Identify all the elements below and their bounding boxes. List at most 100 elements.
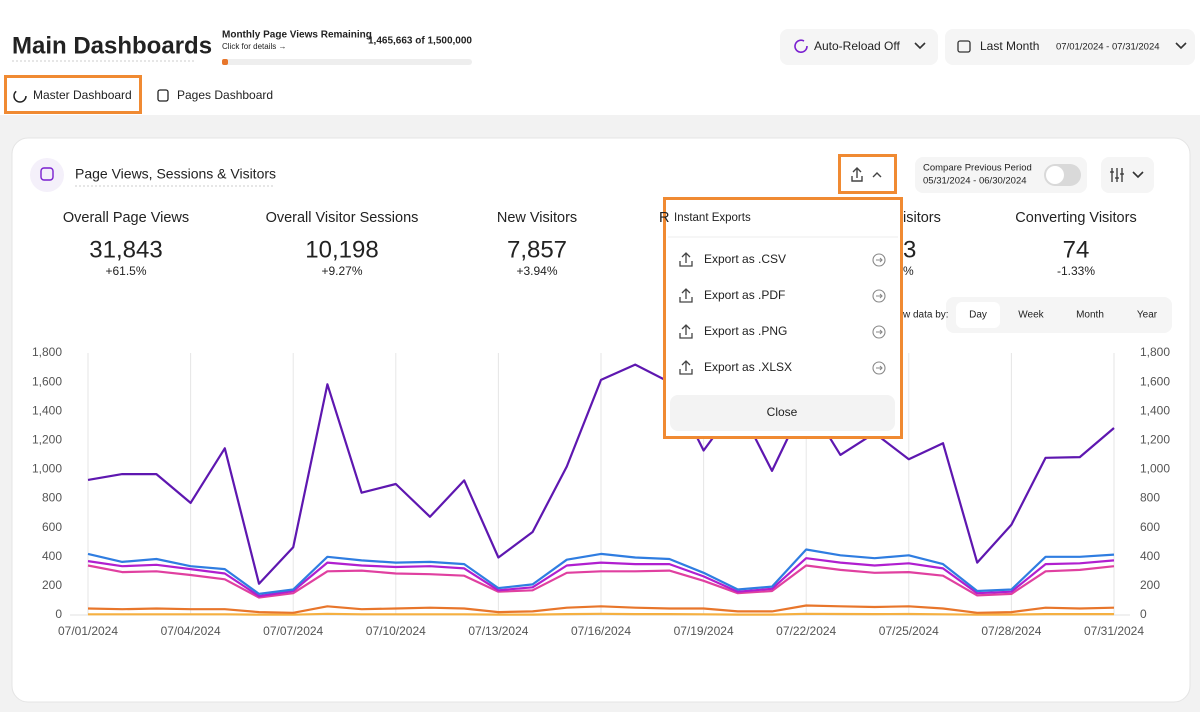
y2-tick-label: 1,000	[1140, 462, 1170, 476]
y2-tick-label: 1,800	[1140, 345, 1170, 359]
close-button[interactable]	[670, 395, 895, 431]
metric-value: 7,857	[507, 236, 567, 263]
metric-label: Overall Visitor Sessions	[266, 210, 419, 226]
x-tick-label: 07/10/2024	[366, 624, 426, 638]
y2-tick-label: 200	[1140, 578, 1160, 592]
y2-tick-label: 0	[1140, 607, 1147, 621]
metric-change: %	[903, 264, 914, 278]
export-button[interactable]	[838, 154, 897, 194]
compare-label: Compare Previous Period	[923, 163, 1032, 174]
highlight-box	[4, 75, 142, 114]
metric-value: 31,843	[89, 236, 162, 263]
arrow-icon	[876, 365, 883, 371]
y-tick-label: 600	[42, 520, 62, 534]
series-line	[87, 564, 1115, 599]
y2-tick-label: 1,600	[1140, 374, 1170, 388]
auto-reload-label: Auto-Reload Off	[814, 39, 900, 53]
x-tick-label: 07/13/2024	[468, 624, 528, 638]
y-tick-label: 1,400	[32, 403, 62, 417]
quota-label: Monthly Page Views Remaining	[222, 30, 372, 41]
card-title: Page Views, Sessions & Visitors	[75, 166, 276, 182]
chevron	[1175, 42, 1187, 50]
metric-label: Converting Visitors	[1015, 210, 1136, 226]
compare-box	[915, 157, 1087, 193]
menu-item[interactable]: Export as .PNG	[704, 324, 787, 338]
view-by-selected	[956, 302, 1000, 328]
quota-bar	[222, 59, 472, 65]
view-by-option[interactable]: Month	[1076, 310, 1104, 321]
upload-icon	[851, 167, 863, 182]
x-tick-label: 07/16/2024	[571, 624, 631, 638]
y-tick-label: 0	[55, 607, 62, 621]
arrow-icon	[876, 293, 883, 299]
compare-dates: 05/31/2024 - 06/30/2024	[923, 176, 1027, 187]
auto-reload-button[interactable]	[780, 29, 938, 65]
arrow-icon	[872, 361, 886, 375]
upload-icon	[679, 360, 693, 375]
y-tick-label: 1,000	[32, 462, 62, 476]
metric-label: Overall Page Views	[63, 210, 189, 226]
x-tick-label: 07/31/2024	[1084, 624, 1144, 638]
x-tick-label: 07/22/2024	[776, 624, 836, 638]
metric-change: +61.5%	[105, 264, 146, 278]
y2-tick-label: 800	[1140, 491, 1160, 505]
arrow-icon	[872, 253, 886, 267]
series-line	[87, 604, 1115, 614]
series-line	[87, 548, 1115, 595]
quota-fill	[222, 59, 228, 65]
menu-item[interactable]: Export as .PDF	[704, 288, 785, 302]
arrow-icon	[876, 329, 883, 335]
menu-item[interactable]: Export as .XLSX	[704, 360, 792, 374]
metric-value: 74	[1063, 236, 1090, 263]
y-tick-label: 1,800	[32, 345, 62, 359]
settings-button[interactable]	[1101, 157, 1154, 193]
x-tick-label: 07/01/2024	[58, 624, 118, 638]
y-tick-label: 1,600	[32, 374, 62, 388]
view-by-option[interactable]: Day	[969, 310, 987, 321]
metric-value: 3	[903, 236, 916, 263]
close-label: Close	[767, 405, 798, 419]
view-by-option[interactable]: Week	[1018, 310, 1044, 321]
date-range-button[interactable]	[945, 29, 1195, 65]
calendar-icon	[957, 40, 971, 53]
view-by-option[interactable]: Year	[1137, 310, 1158, 321]
chevron	[914, 42, 926, 50]
quota-link[interactable]: Click for details →	[222, 42, 286, 51]
arrow-icon	[876, 257, 883, 263]
card-icon-bg	[30, 158, 64, 192]
y-tick-label: 400	[42, 549, 62, 563]
y2-tick-label: 600	[1140, 520, 1160, 534]
metric-value: 10,198	[305, 236, 378, 263]
x-tick-label: 07/28/2024	[981, 624, 1041, 638]
export-menu: Instant Exports Export as .CSV Export as .…	[663, 197, 903, 439]
x-tick-label: 07/04/2024	[161, 624, 221, 638]
tab-master[interactable]: Master Dashboard	[33, 88, 132, 102]
y2-tick-label: 1,200	[1140, 433, 1170, 447]
arrow-icon	[872, 289, 886, 303]
chevron	[872, 172, 882, 178]
settings-icon	[1110, 168, 1124, 182]
toggle-knob	[1046, 166, 1064, 184]
metric-change: +9.27%	[321, 264, 362, 278]
metric-change: -1.33%	[1057, 264, 1095, 278]
menu-title: Instant Exports	[674, 212, 751, 224]
upload-icon	[679, 324, 693, 339]
tab-icon	[13, 89, 27, 103]
series-line	[88, 612, 1114, 616]
metric-label: New Visitors	[497, 210, 577, 226]
y2-tick-label: 1,400	[1140, 403, 1170, 417]
y2-tick-label: 400	[1140, 549, 1160, 563]
chevron	[1132, 171, 1144, 179]
metric-change: +3.94%	[516, 264, 557, 278]
menu-item[interactable]: Export as .CSV	[704, 252, 786, 266]
upload-icon	[679, 252, 693, 267]
tab-pages[interactable]: Pages Dashboard	[177, 88, 273, 102]
x-tick-label: 07/25/2024	[879, 624, 939, 638]
x-tick-label: 07/07/2024	[263, 624, 323, 638]
reload-icon	[794, 39, 808, 53]
page-title: Main Dashboards	[12, 32, 212, 59]
x-tick-label: 07/19/2024	[674, 624, 734, 638]
chart: 07/01/2024 07/04/2024 07/07/2024 07/10/2024…	[32, 345, 1170, 638]
